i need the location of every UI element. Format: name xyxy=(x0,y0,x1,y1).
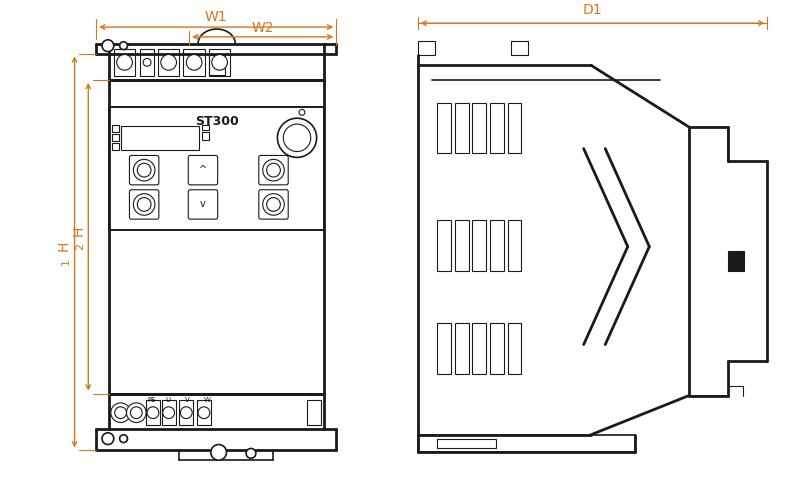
Circle shape xyxy=(147,407,159,418)
Circle shape xyxy=(181,407,192,418)
Bar xyxy=(455,220,469,271)
Text: W: W xyxy=(204,397,211,404)
Circle shape xyxy=(120,42,128,50)
Circle shape xyxy=(211,55,227,70)
Circle shape xyxy=(120,435,128,442)
Circle shape xyxy=(133,160,155,181)
Bar xyxy=(307,401,321,425)
Text: 2: 2 xyxy=(75,243,86,250)
Circle shape xyxy=(143,58,151,66)
Bar xyxy=(508,103,521,154)
Bar xyxy=(437,323,451,374)
Circle shape xyxy=(186,55,202,70)
Circle shape xyxy=(111,403,131,422)
Text: U: U xyxy=(165,397,170,404)
Bar xyxy=(109,394,325,429)
Bar xyxy=(112,134,119,141)
Bar xyxy=(437,438,496,448)
Bar xyxy=(455,323,469,374)
Circle shape xyxy=(133,193,155,215)
Bar xyxy=(197,401,211,425)
Bar xyxy=(120,126,199,150)
Bar xyxy=(202,125,209,130)
FancyBboxPatch shape xyxy=(188,190,218,219)
Circle shape xyxy=(116,55,132,70)
Bar xyxy=(209,49,230,76)
Circle shape xyxy=(102,40,114,52)
Bar xyxy=(202,132,209,140)
Bar xyxy=(114,49,135,76)
Bar xyxy=(473,220,486,271)
Text: 1: 1 xyxy=(61,258,70,265)
Bar xyxy=(112,125,119,132)
Bar xyxy=(209,55,224,75)
Text: W1: W1 xyxy=(205,10,227,24)
Bar xyxy=(490,323,504,374)
Bar xyxy=(109,108,325,230)
Text: ^: ^ xyxy=(199,165,207,175)
Bar xyxy=(184,49,205,76)
Circle shape xyxy=(277,118,317,158)
Bar xyxy=(417,41,435,55)
FancyBboxPatch shape xyxy=(129,190,159,219)
Bar xyxy=(511,41,528,55)
Bar xyxy=(437,103,451,154)
Bar xyxy=(490,103,504,154)
Bar xyxy=(473,103,486,154)
Bar xyxy=(473,323,486,374)
Bar xyxy=(455,103,469,154)
Text: ST300: ST300 xyxy=(195,115,238,128)
FancyBboxPatch shape xyxy=(188,156,218,185)
Bar xyxy=(508,220,521,271)
Text: W2: W2 xyxy=(252,21,274,35)
Circle shape xyxy=(284,124,310,152)
Circle shape xyxy=(263,160,284,181)
Circle shape xyxy=(299,109,305,115)
Bar xyxy=(109,44,325,80)
Text: V: V xyxy=(185,397,189,404)
Bar xyxy=(146,401,160,425)
Circle shape xyxy=(127,403,146,422)
FancyBboxPatch shape xyxy=(259,156,288,185)
Bar xyxy=(158,49,180,76)
Bar xyxy=(508,323,521,374)
Bar xyxy=(112,143,119,150)
Text: D1: D1 xyxy=(583,3,602,17)
Circle shape xyxy=(211,444,227,460)
Text: H: H xyxy=(57,241,70,251)
Circle shape xyxy=(163,407,174,418)
Text: H: H xyxy=(71,226,86,236)
Text: PE: PE xyxy=(148,397,156,404)
Circle shape xyxy=(198,407,210,418)
FancyBboxPatch shape xyxy=(259,190,288,219)
Bar xyxy=(162,401,176,425)
Circle shape xyxy=(263,193,284,215)
Circle shape xyxy=(246,448,256,458)
Bar xyxy=(728,251,744,271)
Bar xyxy=(490,220,504,271)
Bar xyxy=(417,435,635,452)
Circle shape xyxy=(102,433,114,444)
Bar xyxy=(437,220,451,271)
Bar xyxy=(140,49,154,76)
Circle shape xyxy=(161,55,177,70)
Bar xyxy=(109,80,325,394)
Text: v: v xyxy=(200,199,206,210)
Bar xyxy=(180,401,193,425)
FancyBboxPatch shape xyxy=(129,156,159,185)
